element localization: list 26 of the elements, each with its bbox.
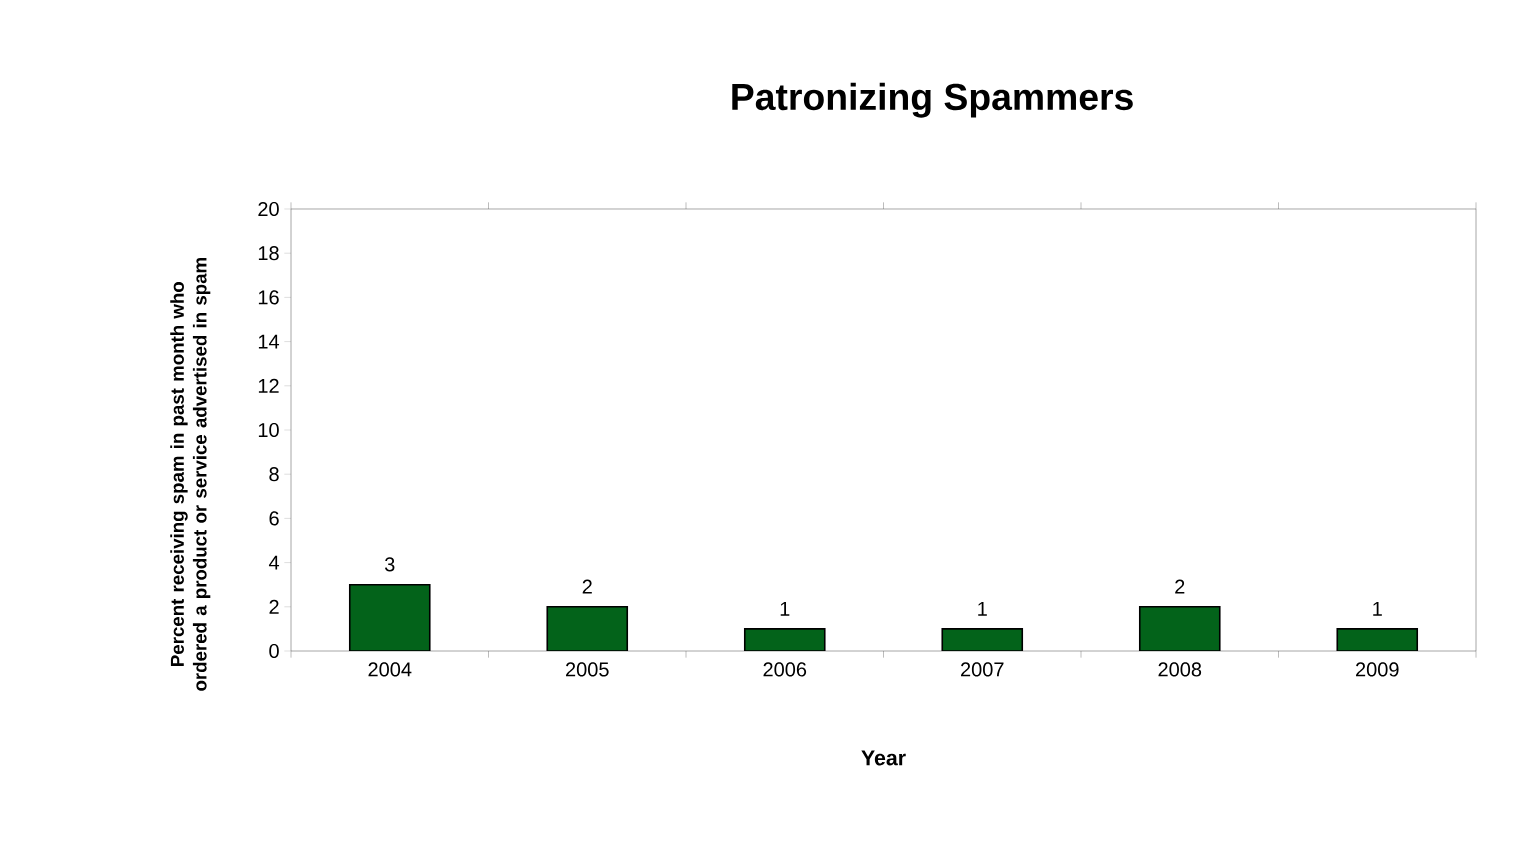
y-tick-label: 2 [269, 599, 279, 614]
x-tick-label: 2006 [763, 662, 807, 677]
x-tick-label: 2005 [566, 662, 609, 677]
y-tick-label: 18 [258, 246, 279, 261]
x-tick-label: 2004 [368, 662, 412, 677]
data-label: 3 [384, 557, 395, 572]
x-tick-label: 2008 [1158, 662, 1202, 677]
x-tick-label: 2009 [1356, 662, 1399, 677]
y-tick-label: 12 [258, 378, 279, 393]
data-label: 1 [1373, 601, 1382, 616]
x-axis-title: Year [861, 750, 906, 766]
data-label: 2 [582, 579, 592, 594]
y-tick-label: 10 [258, 422, 279, 438]
y-tick-label: 4 [268, 555, 280, 570]
data-label: 2 [1175, 579, 1185, 594]
data-label: 1 [978, 601, 987, 616]
data-label: 1 [780, 601, 790, 616]
chart-title: Patronizing Spammers [732, 82, 1133, 118]
y-tick-label: 20 [258, 201, 279, 217]
y-tick-label: 6 [269, 511, 279, 526]
y-tick-label: 14 [258, 334, 280, 349]
y-tick-label: 0 [269, 643, 279, 659]
x-tick-label: 2007 [961, 662, 1004, 677]
y-axis-title: Percent receiving spam in past month who ordered a product or service advertised in spam [170, 258, 211, 691]
y-tick-label: 16 [258, 290, 279, 305]
y-tick-label: 8 [269, 467, 279, 482]
